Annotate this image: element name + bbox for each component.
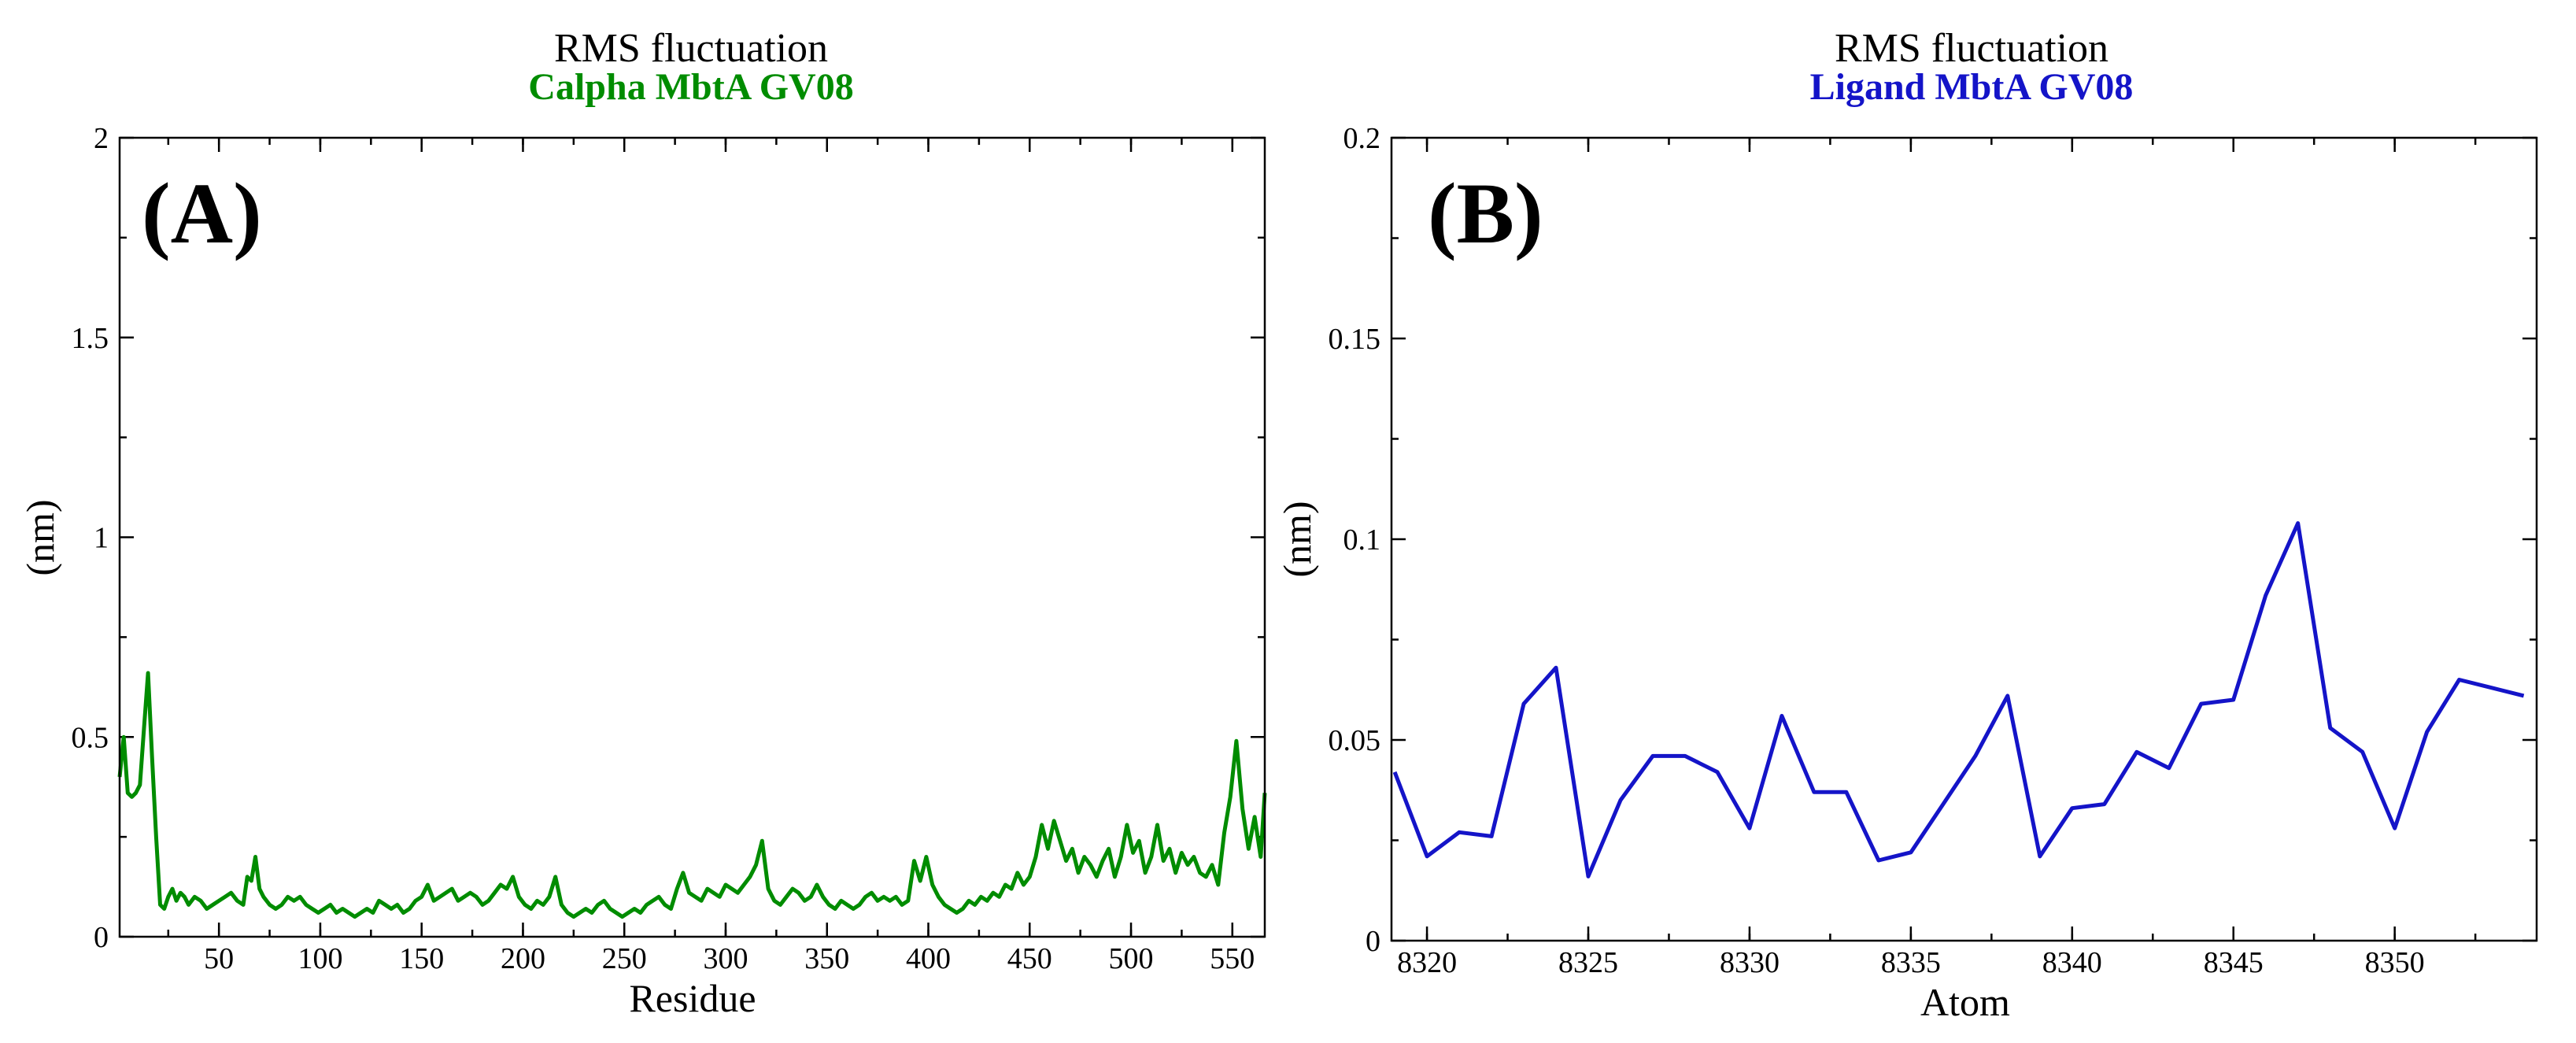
chart-b-y-tick-label: 0 <box>1366 925 1380 958</box>
chart-a-x-tick-label: 300 <box>703 942 748 975</box>
chart-b-y-tick-label: 0.15 <box>1329 323 1381 356</box>
chart-a-y-tick-label: 2 <box>94 122 109 155</box>
chart-a-x-tick-label: 350 <box>804 942 849 975</box>
chart-a-subtitle: Calpha MbtA GV08 <box>528 66 853 108</box>
chart-a-title: RMS fluctuation <box>554 26 828 71</box>
chart-a-y-tick-label: 0.5 <box>72 721 109 754</box>
chart-a-y-tick-label: 1.5 <box>72 322 109 355</box>
chart-b-subtitle: Ligand MbtA GV08 <box>1810 66 2134 108</box>
chart-b-x-tick-label: 8340 <box>2042 946 2102 979</box>
chart-a-x-tick-label: 50 <box>204 942 234 975</box>
chart-b-y-tick-label: 0.1 <box>1343 523 1381 557</box>
chart-b-title: RMS fluctuation <box>1835 26 2108 71</box>
chart-b-x-tick-label: 8335 <box>1881 946 1941 979</box>
chart-a-x-tick-label: 450 <box>1007 942 1052 975</box>
chart-b-x-tick-label: 8345 <box>2204 946 2264 979</box>
chart-a-series-line <box>117 671 1267 919</box>
chart-b-y-tick-label: 0.05 <box>1329 724 1381 757</box>
chart-panel-b: RMS fluctuation Ligand MbtA GV08 (B) 832… <box>1275 26 2538 1024</box>
chart-b-x-tick-label: 8330 <box>1720 946 1780 979</box>
chart-a-y-axis-label: (nm) <box>18 499 62 575</box>
chart-b-x-tick-label: 8325 <box>1558 946 1618 979</box>
chart-a-x-tick-label: 250 <box>602 942 647 975</box>
chart-a-frame <box>118 136 1266 938</box>
chart-b-x-tick-label: 8320 <box>1397 946 1457 979</box>
chart-a-y-tick-label: 0 <box>94 921 109 954</box>
chart-panel-a: RMS fluctuation Calpha MbtA GV08 (A) 50 1… <box>18 26 1267 1020</box>
chart-a-x-tick-label: 500 <box>1109 942 1154 975</box>
chart-b-x-axis-label: Atom <box>1920 980 2010 1024</box>
chart-b-axes: 8320 8325 8330 8335 8340 8345 8350 0 0.05 0.1 0.15… <box>1329 122 2537 979</box>
chart-a-x-tick-label: 150 <box>399 942 444 975</box>
chart-a-x-tick-label: 200 <box>501 942 545 975</box>
chart-a-x-tick-label: 100 <box>298 942 342 975</box>
chart-a-y-tick-label: 1 <box>94 522 109 555</box>
chart-b-y-tick-label: 0.2 <box>1343 122 1381 155</box>
chart-a-x-tick-label: 550 <box>1210 942 1255 975</box>
chart-a-x-tick-label: 400 <box>906 942 951 975</box>
chart-b-panel-label: (B) <box>1428 165 1543 261</box>
chart-b-x-tick-label: 8350 <box>2365 946 2425 979</box>
chart-b-frame <box>1390 136 2538 942</box>
chart-b-y-axis-label: (nm) <box>1275 501 1319 577</box>
chart-a-axes: 50 100 150 200 250 300 350 400 450 500 550 0 0.5 1 1.5… <box>72 122 1265 975</box>
chart-a-panel-label: (A) <box>142 165 262 261</box>
chart-a-x-axis-label: Residue <box>629 976 756 1020</box>
chart-b-series-line <box>1392 521 2525 878</box>
